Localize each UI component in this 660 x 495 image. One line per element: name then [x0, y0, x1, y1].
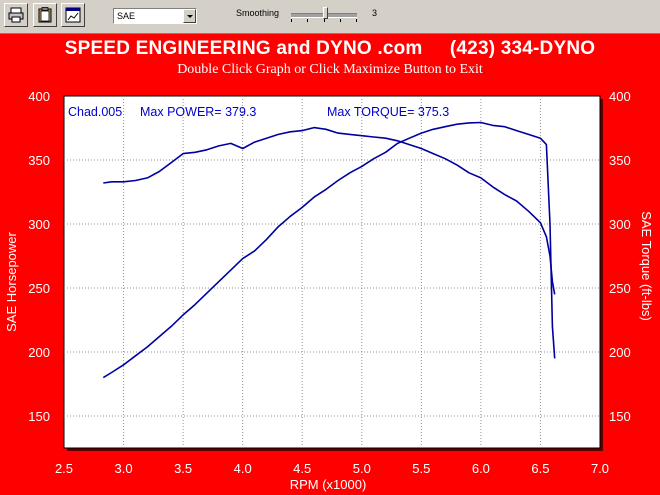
y-tick-label-right: 200	[609, 345, 631, 360]
x-tick-label: 4.0	[234, 461, 252, 476]
clipboard-icon	[38, 7, 52, 23]
chart-window-icon	[65, 7, 81, 23]
printer-icon	[8, 7, 24, 23]
y-axis-label-left: SAE Horsepower	[4, 231, 19, 331]
y-tick-label-left: 300	[28, 217, 50, 232]
annotation-max-torque: Max TORQUE= 375.3	[327, 105, 449, 119]
x-tick-label: 6.5	[531, 461, 549, 476]
toolbar: SAE Smoothing 3	[0, 0, 660, 34]
correction-select[interactable]: SAE	[113, 8, 197, 24]
y-tick-label-left: 400	[28, 89, 50, 104]
chart-title: SPEED ENGINEERING and DYNO .com (423) 33…	[64, 38, 596, 59]
annotation-max-power: Max POWER= 379.3	[140, 105, 256, 119]
x-tick-label: 5.5	[412, 461, 430, 476]
smoothing-value: 3	[372, 8, 378, 18]
y-tick-label-right: 300	[609, 217, 631, 232]
y-tick-label-right: 150	[609, 409, 631, 424]
y-tick-label-left: 200	[28, 345, 50, 360]
smoothing-slider-ticks	[291, 19, 357, 22]
annotation-run: Chad.005	[68, 105, 122, 119]
y-tick-label-right: 350	[609, 153, 631, 168]
x-tick-label: 7.0	[591, 461, 609, 476]
clipboard-button[interactable]	[33, 3, 57, 27]
x-tick-label: 2.5	[55, 461, 73, 476]
correction-select-value: SAE	[117, 11, 136, 21]
y-tick-label-right: 400	[609, 89, 631, 104]
smoothing-slider-thumb[interactable]	[323, 7, 328, 19]
chevron-down-icon[interactable]	[183, 9, 196, 23]
y-tick-label-left: 350	[28, 153, 50, 168]
torque-line	[103, 126, 556, 295]
y-tick-label-left: 250	[28, 281, 50, 296]
x-axis-label: RPM (x1000)	[290, 477, 367, 492]
print-button[interactable]	[4, 3, 28, 27]
chart-subtitle: Double Click Graph or Click Maximize But…	[177, 62, 483, 77]
smoothing-label: Smoothing	[236, 8, 280, 18]
x-tick-label: 3.5	[174, 461, 192, 476]
plot-area	[63, 95, 601, 449]
y-tick-label-left: 150	[28, 409, 50, 424]
y-axis-label-right: SAE Torque (ft-lbs)	[639, 211, 654, 321]
y-tick-label-right: 250	[609, 281, 631, 296]
x-tick-label: 6.0	[472, 461, 490, 476]
horsepower-line	[102, 121, 556, 379]
maximize-button[interactable]	[61, 3, 85, 27]
x-tick-label: 4.5	[293, 461, 311, 476]
x-tick-label: 5.0	[353, 461, 371, 476]
x-tick-label: 3.0	[115, 461, 133, 476]
